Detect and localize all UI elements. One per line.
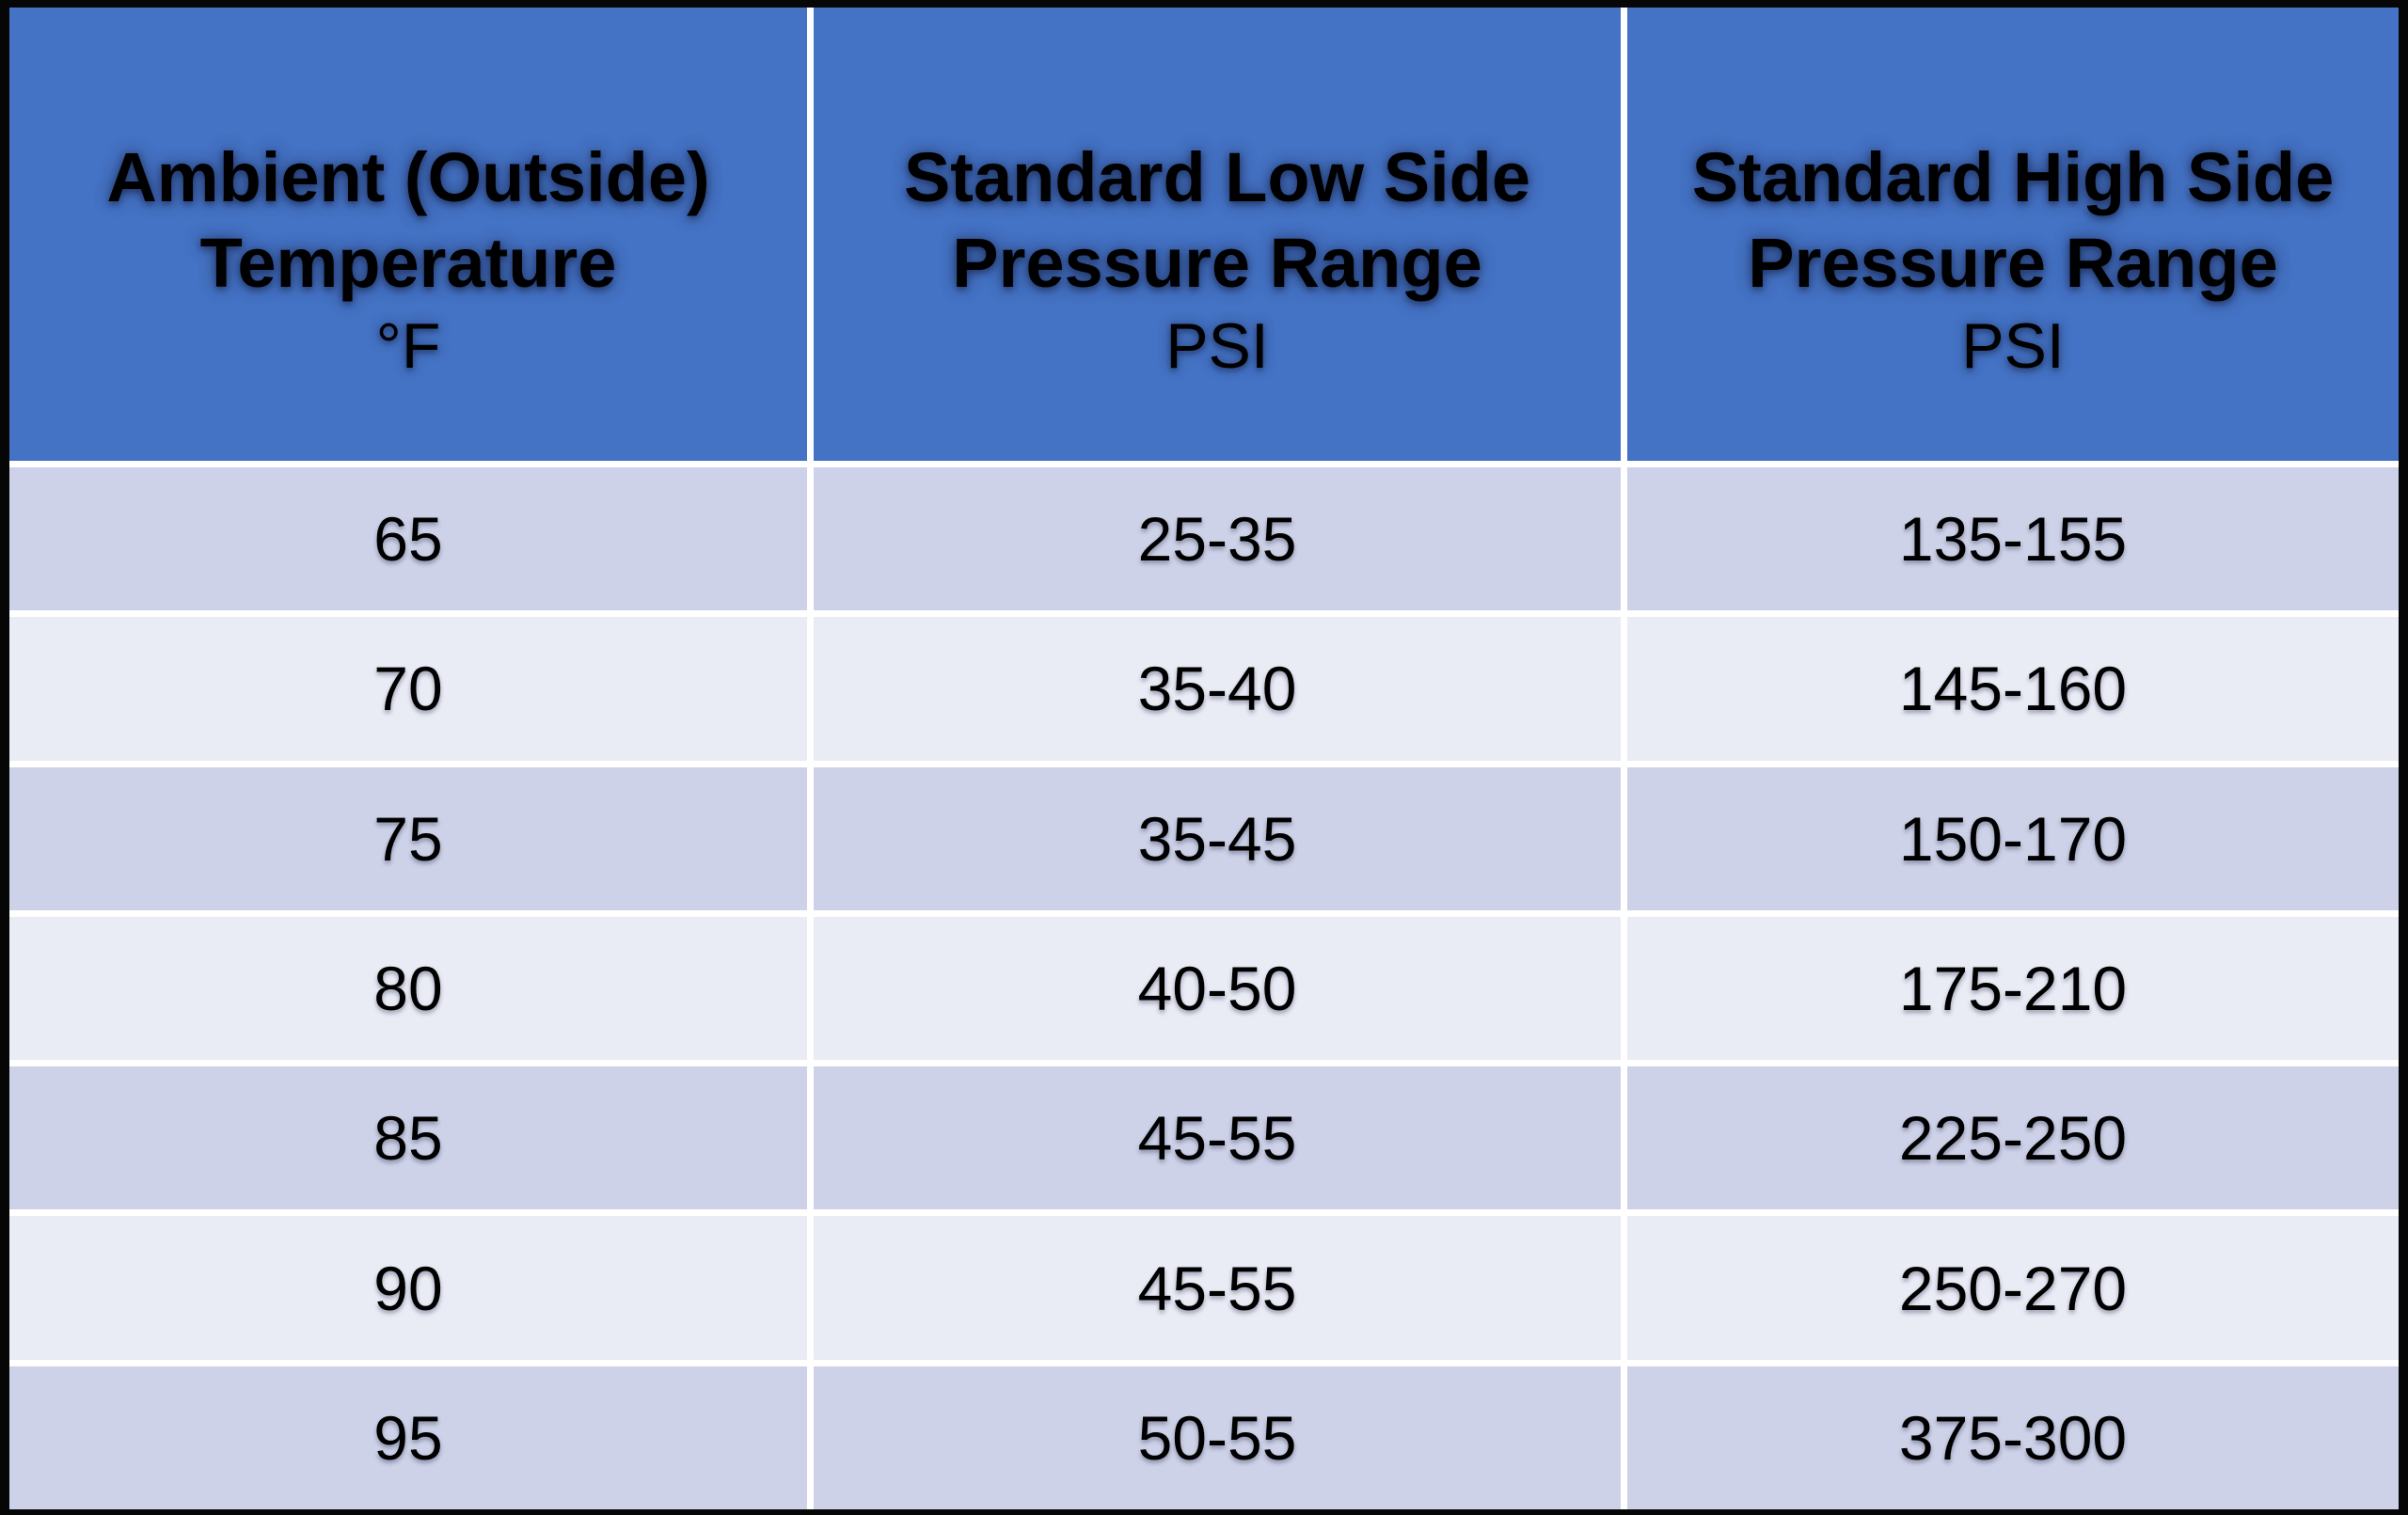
low-cell: 35-45 [814,766,1621,910]
low-cell: 35-40 [814,617,1621,761]
high-cell: 150-170 [1627,766,2399,910]
temp-cell: 75 [9,766,807,910]
low-cell: 50-55 [814,1365,1621,1509]
header-line: Standard High Side [1691,137,2335,216]
header-line: Ambient (Outside) [106,137,710,216]
temp-cell: 85 [9,1066,807,1210]
high-cell: 135-155 [1627,467,2399,611]
high-cell: 145-160 [1627,617,2399,761]
header-unit: °F [375,310,441,383]
temp-cell: 80 [9,916,807,1061]
header-low-side-pressure: Standard Low Side Pressure Range PSI [814,8,1621,461]
high-cell: 375-300 [1627,1365,2399,1509]
header-line: Temperature [199,224,617,303]
low-cell: 45-55 [814,1066,1621,1210]
header-unit: PSI [1165,310,1269,383]
temp-cell: 90 [9,1216,807,1360]
low-cell: 40-50 [814,916,1621,1061]
header-high-side-pressure: Standard High Side Pressure Range PSI [1627,8,2399,461]
header-line: Pressure Range [952,224,1482,303]
low-cell: 45-55 [814,1216,1621,1360]
high-cell: 175-210 [1627,916,2399,1061]
header-line: Pressure Range [1748,224,2278,303]
high-cell: 250-270 [1627,1216,2399,1360]
low-cell: 25-35 [814,467,1621,611]
header-line: Standard Low Side [903,137,1531,216]
temp-cell: 70 [9,617,807,761]
header-unit: PSI [1961,310,2065,383]
header-ambient-temperature: Ambient (Outside) Temperature °F [9,8,807,461]
temp-cell: 95 [9,1365,807,1509]
high-cell: 225-250 [1627,1066,2399,1210]
temp-cell: 65 [9,467,807,611]
